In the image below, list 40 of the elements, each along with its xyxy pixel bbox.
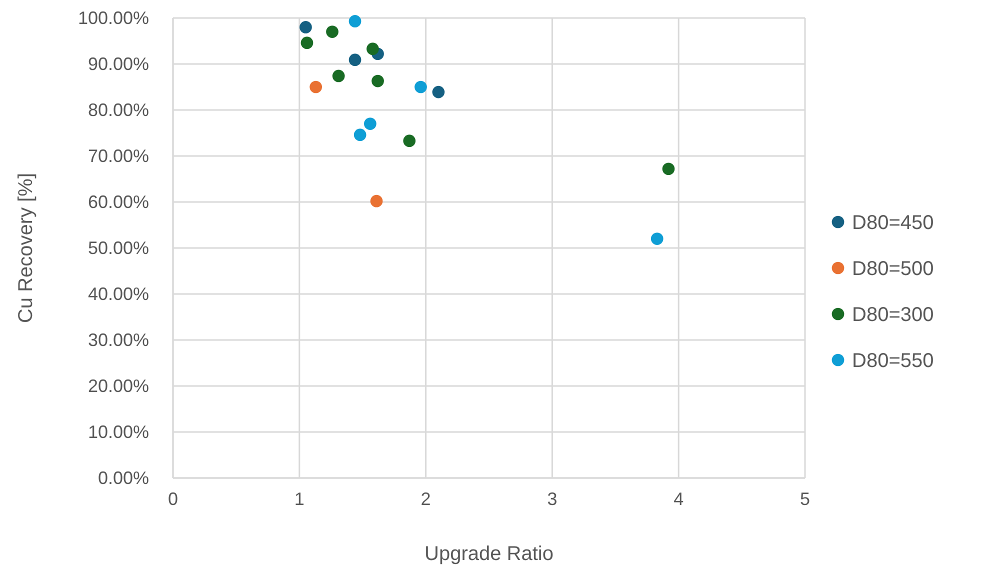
legend-label: D80=450	[852, 212, 934, 234]
x-tick-label: 4	[674, 488, 684, 509]
y-tick-label: 60.00%	[88, 192, 149, 212]
point	[414, 80, 427, 94]
point	[326, 26, 338, 38]
legend-label: D80=550	[852, 350, 934, 372]
y-tick-label: 0.00%	[98, 468, 149, 488]
point	[300, 21, 312, 34]
point	[366, 42, 379, 55]
point	[650, 232, 664, 245]
point	[370, 194, 383, 208]
legend-label: D80=500	[852, 258, 934, 280]
y-tick-label: 20.00%	[88, 376, 149, 396]
y-tick-label: 30.00%	[88, 330, 149, 350]
y-tick-label: 90.00%	[88, 54, 149, 74]
point	[310, 80, 322, 94]
point	[348, 15, 362, 28]
x-tick-label: 1	[294, 488, 304, 509]
x-tick-label: 5	[800, 488, 810, 509]
x-tick-label: 3	[547, 488, 558, 509]
y-tick-label: 50.00%	[88, 238, 149, 258]
y-tick-label: 40.00%	[88, 284, 149, 304]
x-tick-label: 0	[168, 488, 178, 509]
point	[403, 134, 416, 147]
point	[432, 86, 445, 98]
y-tick-label: 100.00%	[78, 8, 149, 28]
point	[364, 118, 376, 130]
point	[372, 74, 384, 88]
point	[354, 128, 366, 142]
y-tick-label: 10.00%	[88, 422, 149, 442]
y-axis-title: Cu Recovery [%]	[15, 172, 37, 324]
x-tick-label: 2	[420, 488, 431, 509]
y-tick-label: 80.00%	[88, 100, 149, 120]
x-axis-title: Upgrade Ratio	[424, 543, 554, 565]
legend-label: D80=300	[852, 304, 934, 326]
point	[348, 54, 362, 66]
y-tick-label: 70.00%	[88, 146, 149, 166]
point	[332, 70, 345, 82]
point	[300, 36, 314, 50]
point	[662, 162, 675, 176]
